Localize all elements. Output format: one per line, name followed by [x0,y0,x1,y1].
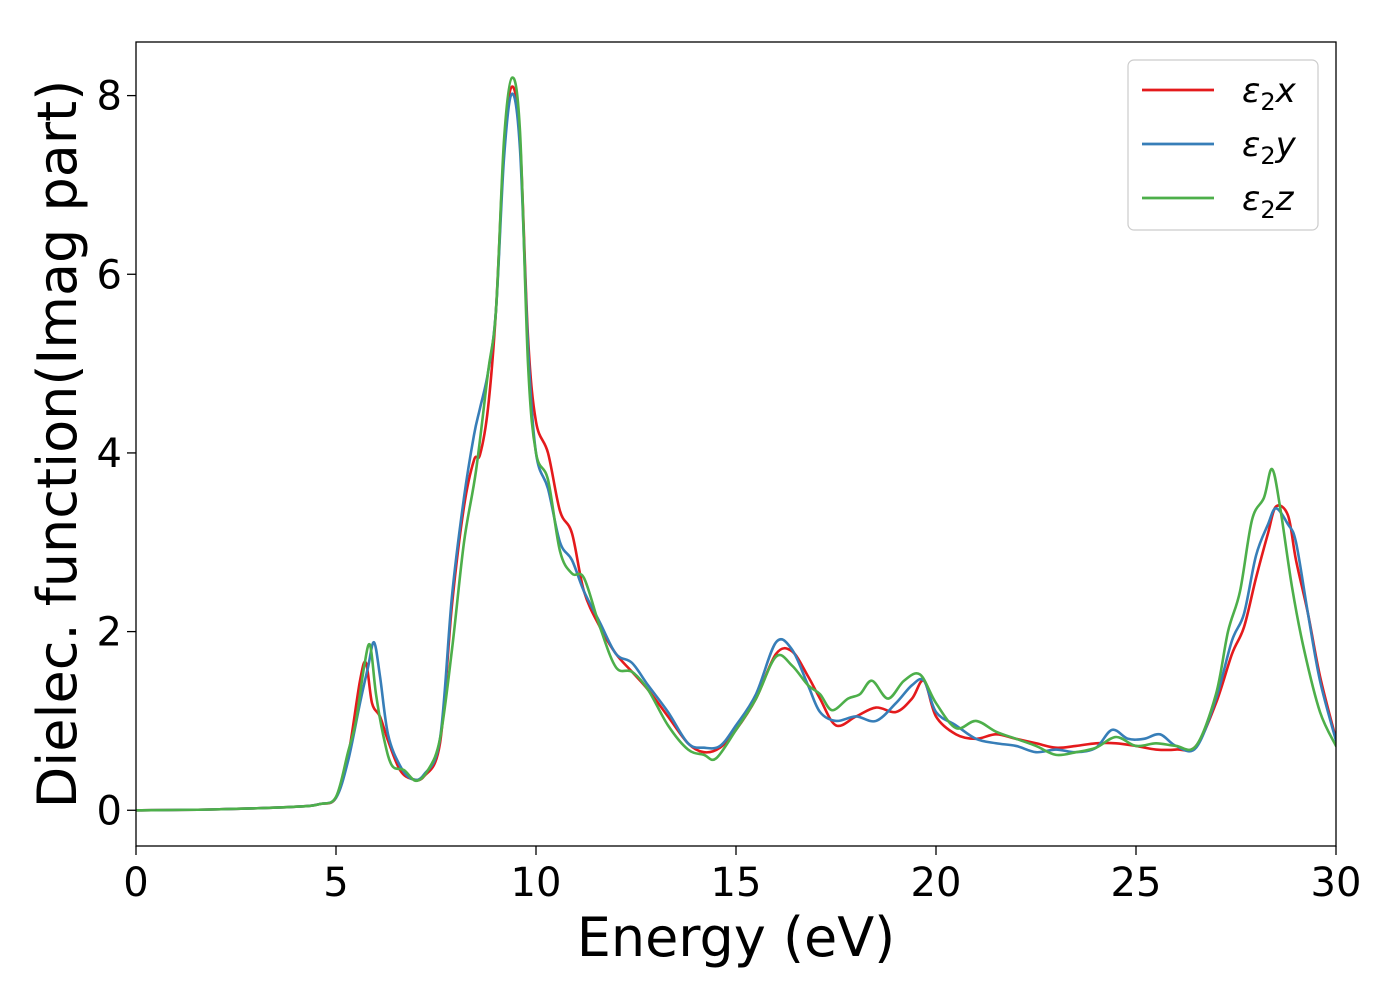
y-axis: 0 2 4 6 8 [97,74,136,834]
x-tick-label: 30 [1311,860,1362,906]
series-line-z [136,76,1336,812]
legend-label-y: ε2y [1242,125,1297,170]
y-tick-label: 8 [97,74,122,120]
x-tick-label: 5 [323,860,348,906]
y-tick-label: 2 [97,610,122,656]
y-axis-title: Dielec. function(Imag part) [26,80,89,809]
legend-box [1127,59,1319,231]
x-tick-label: 25 [1111,860,1162,906]
legend: ε2x ε2y ε2z [1127,59,1319,231]
x-axis-title: Energy (eV) [577,906,896,969]
x-tick-label: 15 [711,860,762,906]
series-layer [136,76,1336,812]
x-tick-label: 20 [911,860,962,906]
y-tick-label: 0 [97,788,122,834]
y-tick-label: 4 [97,431,122,477]
x-tick-label: 10 [511,860,562,906]
legend-label-z: ε2z [1242,179,1295,224]
legend-label-x: ε2x [1242,71,1297,116]
x-tick-label: 0 [123,860,148,906]
x-axis: 0 5 10 15 20 25 30 [123,846,1361,906]
y-tick-label: 6 [97,252,122,298]
